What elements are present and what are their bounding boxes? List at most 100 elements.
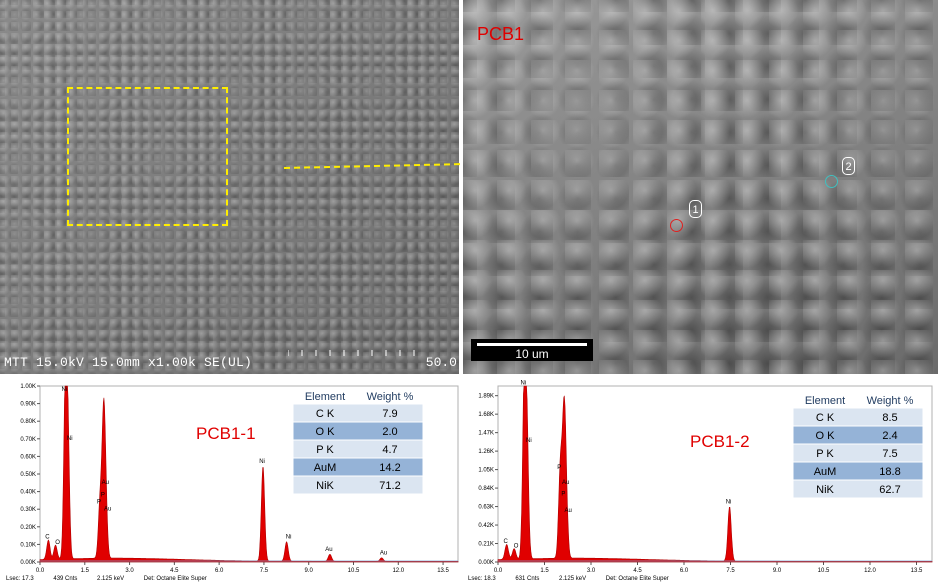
table-cell: 2.0	[382, 426, 397, 438]
peak-label: C	[45, 535, 50, 541]
table-cell: O K	[816, 430, 836, 442]
peak-label: Au	[565, 508, 572, 514]
scale-bar: 10 um	[471, 339, 593, 361]
table-cell: P K	[316, 444, 334, 456]
y-tick-label: 0.50K	[20, 472, 36, 478]
x-tick-label: 6.0	[215, 568, 224, 574]
peak-label: Au	[102, 480, 109, 486]
x-tick-label: 0.0	[36, 568, 45, 574]
table-row	[292, 439, 424, 459]
y-tick-label: 0.21K	[478, 542, 494, 548]
y-tick-label: 0.00K	[478, 560, 494, 566]
peak-label: Au	[325, 547, 332, 553]
table-row	[792, 461, 924, 481]
x-tick-label: 7.5	[726, 568, 735, 574]
y-tick-label: 0.84K	[478, 486, 494, 492]
table-row	[792, 425, 924, 445]
eds-footer-2-det: Det: Octane Elite Super	[605, 576, 669, 582]
x-tick-label: 3.0	[125, 568, 134, 574]
x-tick-label: 6.0	[680, 568, 689, 574]
x-tick-label: 4.5	[633, 568, 642, 574]
peak-label: Ni	[526, 438, 532, 444]
x-tick-label: 13.5	[437, 568, 449, 574]
sem-scale-value: 50.0	[425, 355, 457, 370]
table-cell: 14.2	[379, 462, 400, 474]
y-tick-label: 0.42K	[478, 523, 494, 529]
eds-footer-1-lsec: Lsec: 17.3	[6, 576, 34, 582]
x-tick-label: 10.5	[818, 568, 830, 574]
y-tick-label: 0.63K	[478, 505, 494, 511]
marker-1: 1	[689, 200, 702, 218]
x-tick-label: 9.0	[773, 568, 782, 574]
table-cell: 7.5	[882, 448, 897, 460]
y-tick-label: 0.70K	[20, 437, 36, 443]
eds-spectrum-1: 0.00K 0.10K 0.20K 0.30K 0.40K 0.50K 0.60K 0.70K…	[20, 384, 459, 574]
peak-label: Au	[380, 550, 387, 556]
table-cell: 7.9	[382, 408, 397, 420]
sample-label: PCB1	[477, 24, 525, 44]
x-tick-label: 1.5	[81, 568, 90, 574]
peak-label: O	[55, 540, 60, 546]
peak-label: P	[561, 492, 565, 498]
table-row	[792, 443, 924, 463]
table-cell: 4.7	[382, 444, 397, 456]
y-tick-label: 1.68K	[478, 412, 494, 418]
spot-1	[670, 219, 683, 232]
y-tick-label: 1.89K	[478, 394, 494, 400]
y-tick-label: 0.20K	[20, 525, 36, 531]
x-tick-label: 7.5	[260, 568, 269, 574]
peak-label: Ni	[521, 381, 527, 387]
y-tick-label: 0.10K	[20, 542, 36, 548]
x-tick-label: 0.0	[494, 568, 503, 574]
spectrum-title: PCB1-1	[196, 424, 256, 443]
y-tick-label: 0.00K	[20, 560, 36, 566]
scale-bar-line	[477, 343, 587, 346]
x-tick-label: 12.0	[864, 568, 876, 574]
spectrum-title: PCB1-2	[690, 432, 750, 451]
x-tick-label: 4.5	[170, 568, 179, 574]
x-tick-label: 9.0	[305, 568, 314, 574]
table-cell: AuM	[814, 466, 837, 478]
peak-label: Ni	[67, 436, 73, 442]
eds-footer-1-det: Det: Octane Elite Super	[143, 576, 207, 582]
x-tick-label: 10.5	[348, 568, 360, 574]
y-tick-label: 0.30K	[20, 507, 36, 513]
y-tick-label: 1.47K	[478, 431, 494, 437]
y-tick-label: 0.80K	[20, 419, 36, 425]
peak-label: Au	[562, 480, 569, 486]
table-cell: 62.7	[879, 484, 900, 496]
peak-label: Ni	[286, 535, 292, 541]
zoom-arrow	[284, 158, 482, 171]
table-cell: NiK	[816, 484, 834, 496]
table-row	[292, 403, 424, 423]
y-tick-label: 0.60K	[20, 454, 36, 460]
table-cell: C K	[316, 408, 335, 420]
x-tick-label: 12.0	[392, 568, 404, 574]
table-header: Weight %	[867, 395, 914, 407]
peak-label: Ni	[62, 387, 68, 393]
table-row	[292, 475, 424, 495]
peak-label: Ni	[726, 499, 732, 505]
sem-scale-ticks	[288, 350, 415, 356]
table-cell: O K	[316, 426, 336, 438]
spot-2	[825, 175, 838, 188]
table-cell: C K	[816, 412, 835, 424]
sem-texture	[0, 0, 459, 374]
table-row	[792, 407, 924, 427]
eds-footer-1: Lsec: 17.3 439 Cnts 2.125 keV Det: Octan…	[6, 576, 225, 582]
peak-label: Au	[104, 506, 111, 512]
table-cell: 18.8	[879, 466, 900, 478]
table-cell: AuM	[314, 462, 337, 474]
table-row	[292, 457, 424, 477]
y-tick-label: 1.05K	[478, 468, 494, 474]
table-row	[292, 421, 424, 441]
eds-footer-1-kev: 2.125 keV	[97, 576, 125, 582]
sem-image-zoom: PCB1 1 2 10 um	[463, 0, 938, 374]
scale-bar-text: 10 um	[515, 347, 549, 361]
table-header: Weight %	[367, 391, 414, 403]
x-tick-label: 13.5	[911, 568, 923, 574]
marker-2: 2	[842, 157, 855, 175]
x-tick-label: 3.0	[587, 568, 596, 574]
y-tick-label: 0.40K	[20, 490, 36, 496]
peak-label: P	[101, 492, 105, 498]
